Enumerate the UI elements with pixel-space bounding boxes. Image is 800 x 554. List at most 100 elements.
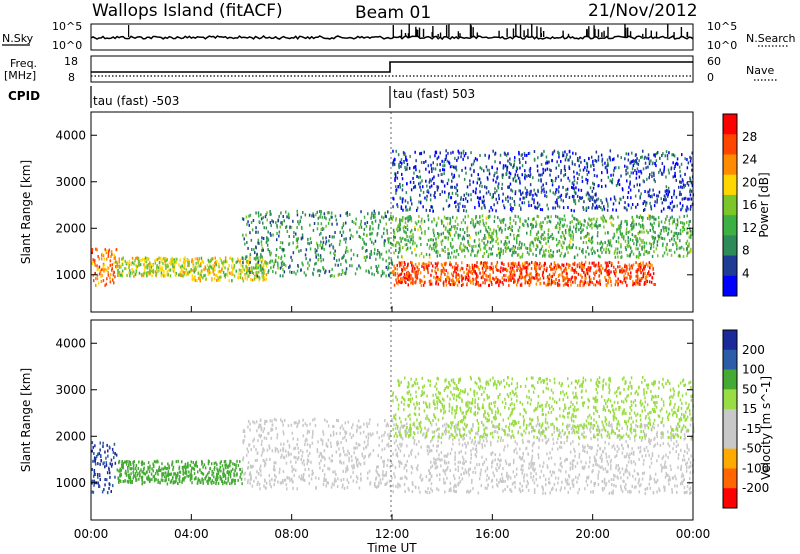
range-cell	[652, 245, 655, 249]
range-cell	[250, 266, 253, 270]
range-cell	[663, 237, 666, 241]
range-cell	[520, 271, 523, 275]
range-cell	[597, 261, 600, 265]
range-cell	[301, 261, 303, 265]
range-cell	[260, 213, 262, 217]
range-cell	[620, 221, 622, 225]
range-cell	[287, 214, 290, 218]
range-cell	[107, 273, 110, 277]
range-cell	[458, 280, 460, 284]
range-cell	[190, 469, 193, 473]
range-cell	[642, 226, 645, 230]
range-cell	[498, 268, 500, 272]
range-cell	[555, 238, 558, 242]
range-cell	[597, 155, 600, 159]
range-cell	[666, 154, 669, 158]
range-cell	[661, 237, 664, 240]
range-cell	[365, 224, 368, 228]
range-cell	[371, 211, 373, 215]
range-cell	[145, 265, 147, 269]
range-cell	[524, 281, 526, 285]
range-cell	[574, 275, 576, 279]
range-cell	[457, 273, 460, 277]
range-cell	[307, 237, 309, 241]
range-cell	[283, 254, 286, 258]
range-cell	[259, 264, 262, 268]
range-cell	[238, 268, 241, 272]
range-cell	[282, 268, 284, 272]
range-cell	[116, 263, 119, 267]
range-cell	[94, 262, 96, 266]
range-cell	[564, 277, 566, 281]
range-cell	[454, 227, 456, 231]
range-cell	[434, 167, 437, 171]
range-cell	[345, 470, 347, 474]
range-cell	[455, 267, 457, 271]
range-cell	[235, 466, 237, 470]
range-cell	[256, 267, 258, 271]
range-cell	[438, 277, 440, 281]
range-cell	[412, 277, 414, 281]
range-cell	[424, 280, 426, 284]
range-cell	[641, 216, 643, 219]
range-cell	[581, 179, 584, 183]
range-cell	[110, 255, 112, 258]
range-cell	[644, 264, 646, 268]
range-cell	[462, 248, 464, 252]
range-cell	[488, 209, 491, 213]
range-cell	[296, 226, 298, 229]
range-cell	[586, 169, 588, 173]
range-cell	[440, 219, 443, 223]
range-cell	[479, 215, 481, 219]
range-cell	[474, 190, 477, 194]
range-cell	[121, 463, 123, 467]
range-cell	[500, 250, 502, 254]
range-cell	[110, 490, 112, 493]
range-cell	[597, 254, 600, 258]
range-cell	[539, 251, 541, 255]
range-cell	[141, 257, 144, 261]
range-cell	[648, 217, 651, 221]
range-cell	[679, 228, 682, 232]
range-cell	[672, 243, 674, 247]
range-cell	[434, 269, 436, 273]
range-cell	[487, 225, 490, 229]
range-cell	[558, 279, 560, 282]
range-cell	[423, 265, 425, 269]
range-cell	[589, 280, 592, 284]
range-cell	[450, 151, 452, 155]
range-cell	[251, 269, 253, 273]
range-cell	[511, 268, 514, 272]
range-cell	[564, 168, 566, 172]
range-cell	[589, 195, 592, 199]
range-cell	[547, 283, 549, 287]
range-cell	[606, 261, 608, 265]
range-cell	[557, 190, 560, 194]
range-cell	[418, 236, 421, 240]
range-cell	[260, 253, 262, 257]
range-cell	[177, 459, 179, 463]
range-cell	[96, 268, 99, 272]
range-cell	[556, 266, 558, 270]
range-cell	[527, 217, 530, 221]
range-cell	[551, 183, 554, 187]
range-cell	[658, 170, 660, 174]
range-cell	[362, 237, 364, 241]
range-cell	[581, 268, 583, 272]
range-cell	[128, 463, 130, 467]
range-cell	[212, 471, 215, 475]
range-cell	[576, 284, 579, 287]
range-cell	[485, 273, 487, 277]
range-cell	[147, 264, 149, 268]
range-cell	[684, 184, 686, 188]
range-cell	[384, 214, 387, 218]
range-cell	[422, 283, 425, 287]
range-cell	[223, 480, 226, 484]
range-cell	[512, 263, 515, 266]
range-cell	[315, 261, 317, 265]
range-cell	[481, 167, 483, 171]
range-cell	[626, 283, 628, 287]
range-cell	[543, 190, 545, 194]
range-cell	[579, 273, 582, 277]
range-cell	[530, 223, 532, 227]
